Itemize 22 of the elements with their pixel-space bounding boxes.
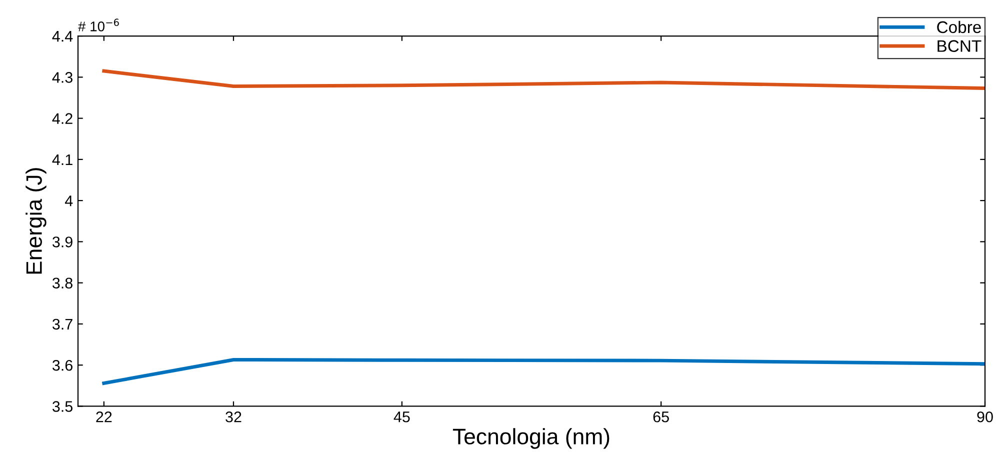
y-tick-label: 3.5 [52,401,72,412]
y-axis-title: Energia (J) [26,168,46,274]
x-tick-label: 22 [96,411,112,422]
legend-label: BCNT [938,40,982,52]
y-tick-label: 3.6 [52,360,72,371]
line-series [102,69,985,90]
y-tick-label: 4 [64,196,73,206]
y-tick-label: 3.8 [52,278,72,289]
y-tick-label: 3.9 [52,236,72,248]
y-tick-label: 4.3 [52,72,72,83]
x-tick-label: 45 [394,412,410,422]
y-tick-label: 4.2 [52,113,72,124]
legend-label: Cobre [937,20,981,34]
text: # 10$^{−6}$ [78,18,119,32]
x-tick-label: 90 [977,411,993,422]
x-tick-label: 32 [226,411,242,422]
x-axis-title: Tecnologia (nm) [452,428,610,449]
y-tick-label: 4.1 [52,154,72,165]
line-series [102,358,985,385]
x-tick-label: 65 [653,411,669,422]
y-tick-label: 3.7 [52,318,72,330]
y-tick-label: 4.4 [52,31,73,42]
